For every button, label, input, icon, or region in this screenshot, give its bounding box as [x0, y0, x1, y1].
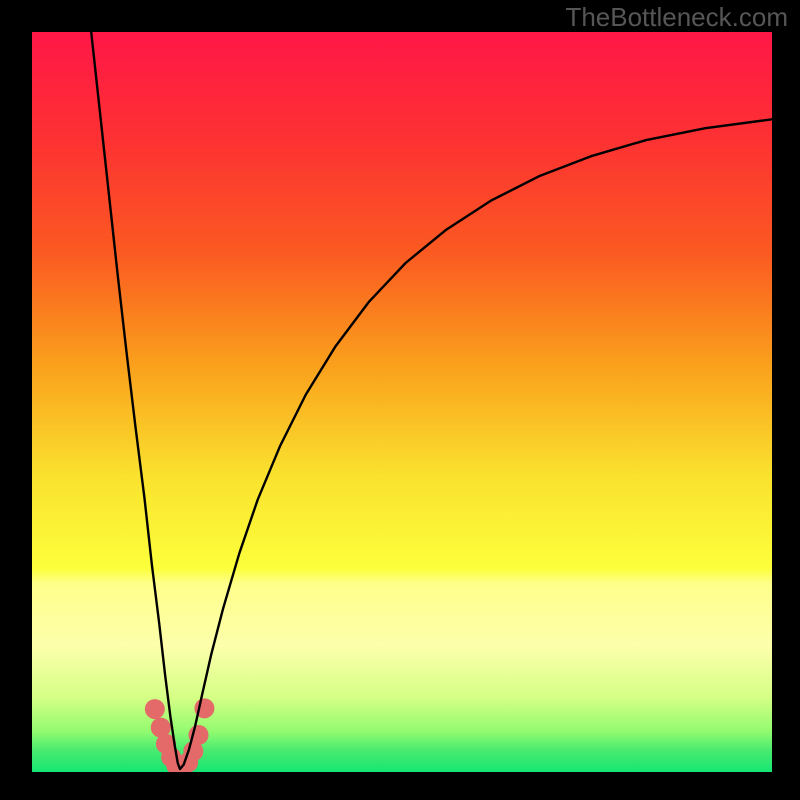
gradient-background [32, 32, 772, 772]
chart-frame: TheBottleneck.com [0, 0, 800, 800]
watermark-text: TheBottleneck.com [565, 2, 788, 33]
data-marker [145, 699, 165, 719]
plot-area [32, 32, 772, 772]
plot-svg [32, 32, 772, 772]
